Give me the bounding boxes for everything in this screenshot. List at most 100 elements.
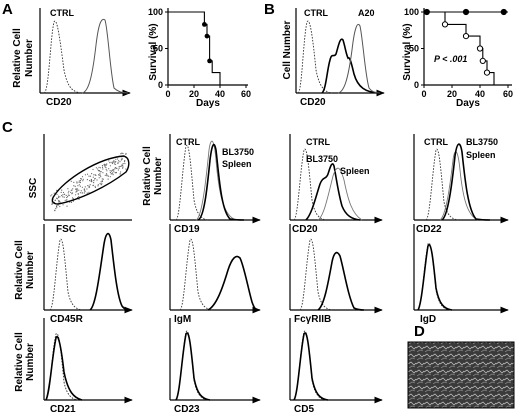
ylabel-line1: Relative Cell	[142, 146, 153, 206]
event-dot	[98, 177, 100, 179]
event-dot	[92, 184, 94, 186]
event-dot	[58, 195, 60, 197]
event-dot	[86, 192, 88, 194]
event-dot	[105, 164, 107, 166]
event-dot	[99, 174, 101, 176]
event-dot	[78, 181, 80, 183]
igm-histogram	[207, 255, 259, 311]
event-dot	[51, 194, 53, 196]
y-tick-label: 0	[158, 80, 163, 90]
event-dot	[100, 181, 102, 183]
event-dot	[119, 173, 121, 175]
event-dot	[121, 165, 123, 167]
event-dot	[77, 193, 79, 195]
event-dot	[124, 160, 126, 162]
bl3750-histogram	[305, 163, 361, 221]
event-dot	[109, 170, 111, 172]
event-dot	[101, 165, 104, 167]
event-dot	[65, 194, 67, 196]
event-dot	[94, 174, 96, 176]
xlabel-cd20: CD20	[46, 97, 72, 108]
x-tick-label: 0	[421, 89, 426, 99]
event-dot	[109, 176, 111, 178]
event-dot	[55, 207, 57, 210]
event-dot	[103, 164, 105, 166]
event-dot	[92, 168, 94, 171]
event-dot	[75, 188, 77, 190]
event-dot	[101, 178, 103, 180]
event-dot	[122, 163, 124, 165]
event-dot	[96, 179, 98, 181]
censor-marker	[202, 22, 207, 27]
a20-label: A20	[358, 8, 375, 18]
fsc-ssc-scatter: SSC FSC	[28, 134, 132, 235]
event-dot	[87, 185, 89, 187]
igd-histogram	[417, 244, 453, 311]
panel-label-c: C	[2, 119, 13, 136]
ctrl-histogram	[299, 238, 333, 311]
ctrl-label: CTRL	[424, 137, 448, 147]
event-dot	[99, 173, 101, 175]
event-dot	[78, 189, 80, 191]
event-dot	[84, 191, 86, 193]
event-dot	[118, 165, 120, 168]
event-dot	[58, 196, 60, 199]
event-dot	[88, 186, 90, 189]
event-dot	[98, 174, 100, 176]
event-dot	[81, 176, 84, 178]
event-dot	[67, 192, 69, 194]
cd5-histogram	[293, 332, 329, 401]
event-dot	[56, 197, 58, 199]
event-dot	[76, 190, 78, 192]
event-dot	[125, 168, 127, 170]
event-dot	[109, 165, 111, 167]
event-dot	[125, 152, 127, 155]
event-dot	[67, 196, 69, 198]
event-dot	[111, 162, 113, 165]
event-dot	[99, 183, 101, 185]
event-dot	[68, 190, 70, 192]
event-dot	[89, 184, 91, 186]
event-dot	[72, 188, 74, 190]
ctrl-label: CTRL	[304, 8, 328, 18]
ylabel-line2: Number	[153, 157, 164, 195]
event-dot	[112, 161, 114, 163]
y-tick-label: 50	[153, 44, 163, 54]
spleen-label: Spleen	[466, 150, 496, 160]
xlabel-igd: IgD	[420, 314, 436, 325]
xlabel-cd20: CD20	[292, 224, 318, 235]
ylabel-line1: Relative Cell	[14, 332, 25, 392]
event-dot	[80, 178, 83, 180]
event-dot	[70, 191, 72, 193]
event-dot	[67, 188, 69, 190]
panel-a-survival: Survival (%) 0 50 100 0 20 40 60 Days	[148, 7, 251, 109]
event-dot	[63, 196, 65, 198]
event-dot	[114, 161, 116, 163]
ylabel-line2: Number	[25, 251, 36, 289]
y-tick-label: 50	[409, 44, 419, 54]
event-dot	[113, 163, 115, 165]
event-dot	[102, 168, 104, 170]
event-dot	[117, 169, 119, 171]
igd-histogram-panel: IgD	[413, 224, 509, 325]
cd22-histogram-panel: CTRL BL3750 Spleen CD22	[413, 134, 509, 235]
event-dot	[66, 205, 68, 207]
event-dot	[61, 194, 63, 197]
survival-curve-1	[424, 11, 495, 85]
event-dot	[78, 184, 80, 186]
xlabel-cd19: CD19	[174, 224, 200, 235]
ylabel-line1: Relative Cell	[14, 240, 25, 300]
event-dot	[94, 186, 96, 188]
gate	[51, 155, 130, 205]
event-dot	[114, 168, 116, 170]
event-dot	[86, 173, 89, 175]
censor-marker	[462, 8, 470, 16]
event-dot	[59, 201, 61, 203]
event-dot	[83, 192, 85, 194]
event-dot	[111, 169, 113, 171]
event-dot	[99, 167, 101, 169]
event-dot	[112, 169, 115, 171]
event-dot	[86, 179, 88, 181]
ctrl-histogram	[293, 148, 327, 221]
event-dot	[79, 180, 82, 182]
